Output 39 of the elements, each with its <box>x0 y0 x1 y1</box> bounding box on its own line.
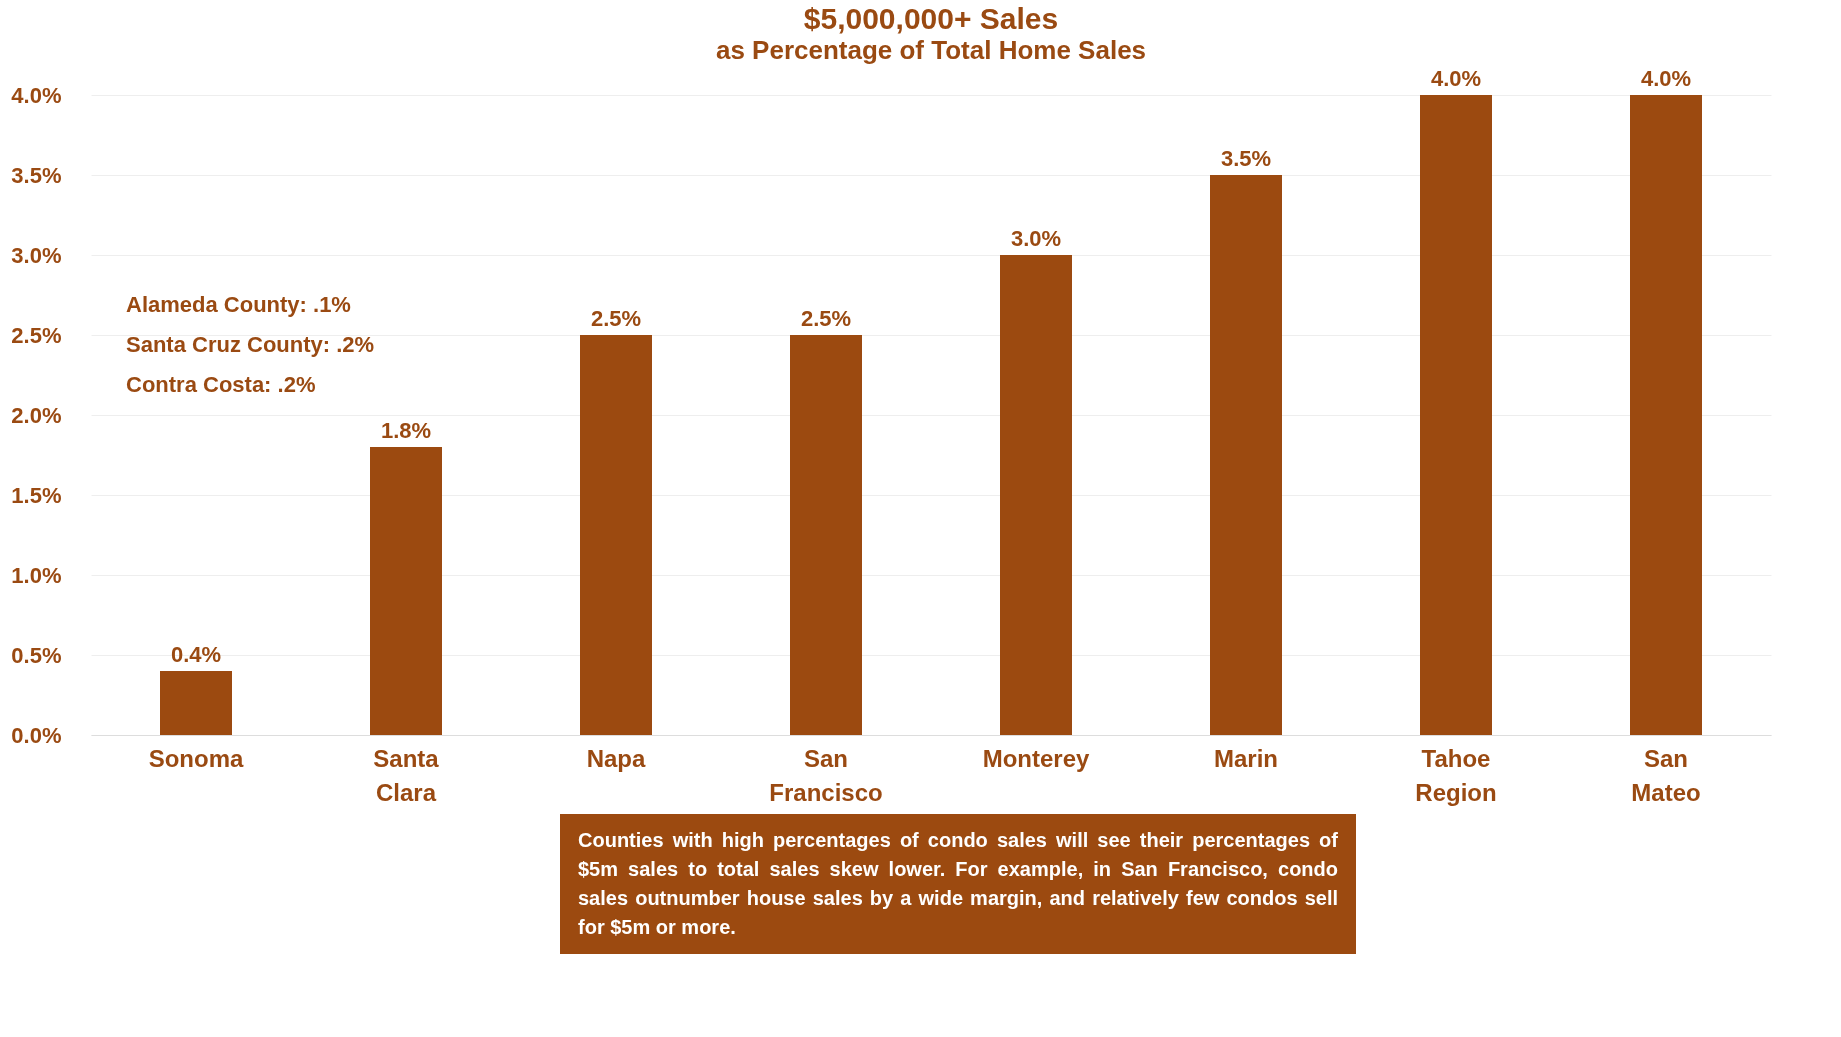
y-tick-label: 4.0% <box>11 82 62 108</box>
data-label: 4.0% <box>1430 66 1482 91</box>
chart-title: $5,000,000+ Sales <box>803 2 1059 35</box>
x-tick-label: San Francisco <box>769 744 883 806</box>
chart-subtitle: as Percentage of Total Home Sales <box>715 35 1147 65</box>
note-box: Counties with high percentages of condo sales will see their percentages of $5m sales to total sales skew lower. For example, in San Francisco, condo sales outnumber house sales by a wide margin, and relatively few condos sell for $5m or more. <box>560 814 1356 954</box>
bar <box>1210 175 1282 735</box>
y-tick-label: 3.0% <box>11 242 62 268</box>
x-tick-label: Monterey <box>982 744 1090 772</box>
data-label: 2.5% <box>800 306 852 331</box>
x-tick-label: San Mateo <box>1631 744 1701 806</box>
y-tick-label: 2.5% <box>11 322 62 348</box>
bar <box>1630 95 1702 735</box>
bar <box>1000 255 1072 735</box>
bar <box>580 335 652 735</box>
bar <box>370 447 442 735</box>
bar <box>1420 95 1492 735</box>
data-label: 4.0% <box>1640 66 1692 91</box>
x-tick-label: Tahoe Region <box>1415 744 1497 806</box>
y-tick-label: 1.0% <box>11 562 62 588</box>
data-label: 0.4% <box>170 642 222 667</box>
data-label: 2.5% <box>590 306 642 331</box>
annotation: Santa Cruz County: .2% <box>126 332 375 357</box>
y-tick-label: 0.5% <box>11 642 62 668</box>
y-tick-label: 3.5% <box>11 162 62 188</box>
bar <box>790 335 862 735</box>
x-tick-label: Sonoma <box>148 744 244 772</box>
y-tick-label: 2.0% <box>11 402 62 428</box>
annotation: Alameda County: .1% <box>126 292 351 317</box>
data-label: 3.5% <box>1220 146 1272 171</box>
bar <box>160 671 232 735</box>
x-tick-label: Napa <box>586 744 646 772</box>
y-tick-label: 1.5% <box>11 482 62 508</box>
annotation: Contra Costa: .2% <box>126 372 316 397</box>
data-label: 1.8% <box>380 418 432 443</box>
x-tick-label: Marin <box>1213 744 1279 772</box>
y-tick-label: 0.0% <box>11 722 62 748</box>
data-label: 3.0% <box>1010 226 1062 251</box>
x-tick-label: Santa Clara <box>373 744 440 806</box>
